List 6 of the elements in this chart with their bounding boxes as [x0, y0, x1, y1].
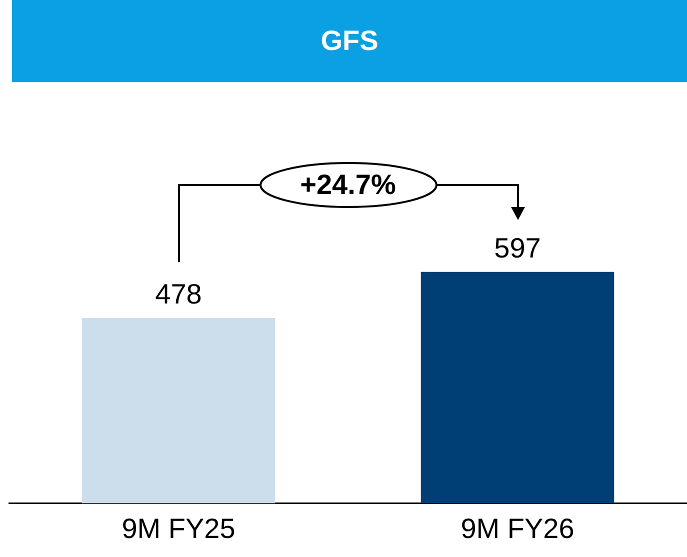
text: +24.7% [299, 168, 397, 202]
x-tick-label: 9M FY26 [460, 512, 574, 544]
data-label: 597 [494, 232, 541, 264]
x-tick-label: 9M FY25 [122, 512, 236, 544]
data-label: 478 [155, 278, 202, 310]
chart-title: GFS [12, 0, 687, 82]
